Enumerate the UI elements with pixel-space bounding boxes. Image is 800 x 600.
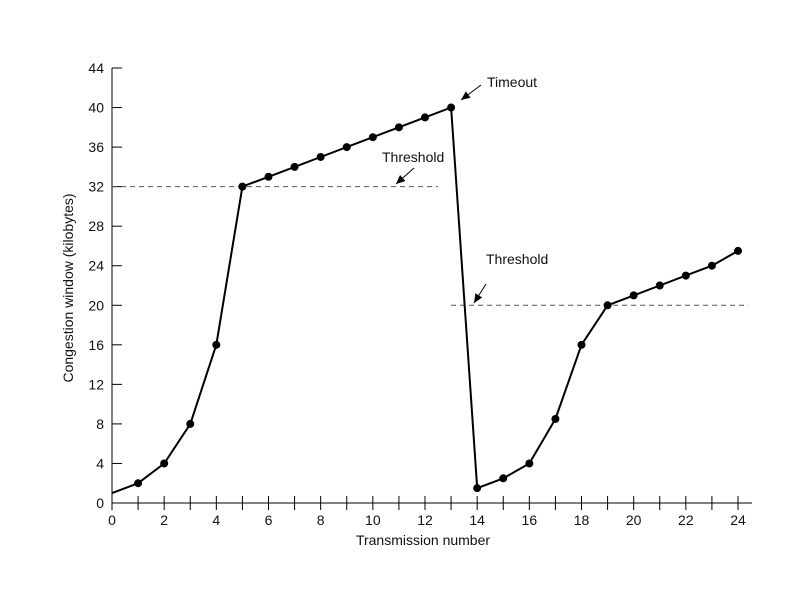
x-tick-label: 24: [730, 512, 746, 528]
data-point: [316, 152, 325, 161]
annotations: Timeout Threshold Threshold: [382, 74, 548, 304]
y-tick-label: 24: [88, 258, 104, 274]
timeout-label: Timeout: [487, 74, 537, 90]
threshold-upper-arrow-head: [396, 175, 406, 184]
x-tick-label: 10: [365, 512, 381, 528]
data-point: [499, 474, 508, 483]
data-point: [212, 340, 221, 349]
data-point: [290, 162, 299, 171]
y-tick-label: 44: [88, 60, 104, 76]
x-tick-label: 18: [574, 512, 590, 528]
data-point: [368, 133, 377, 142]
threshold-label-upper: Threshold: [382, 149, 444, 165]
congestion-window-line: [111, 106, 739, 495]
y-tick-label: 8: [96, 416, 104, 432]
data-point: [342, 143, 351, 152]
y-axis-label: Congestion window (kilobytes): [60, 193, 76, 382]
y-tick-label: 28: [88, 218, 104, 234]
data-point: [160, 459, 169, 468]
threshold-lower-arrow-head: [474, 293, 483, 303]
data-point: [603, 301, 612, 310]
data-point: [264, 172, 273, 181]
x-tick-label: 0: [108, 512, 116, 528]
data-point: [707, 261, 716, 270]
y-tick-label: 0: [96, 495, 104, 511]
data-point: [629, 291, 638, 300]
y-tick-label: 4: [96, 455, 104, 471]
x-tick-label: 2: [160, 512, 168, 528]
data-point: [134, 479, 143, 488]
thresholds: [112, 186, 749, 306]
ticks: 0 2 4 6 8 10 12 14 16 18 20 22 240481216202428323640…: [88, 60, 746, 528]
x-tick-label: 14: [469, 512, 485, 528]
data-point: [681, 271, 690, 280]
data-point: [238, 182, 247, 191]
data-point: [186, 419, 195, 428]
x-tick-label: 12: [417, 512, 433, 528]
y-tick-label: 40: [88, 100, 104, 116]
y-tick-label: 36: [88, 139, 104, 155]
x-tick-label: 8: [317, 512, 325, 528]
data-point: [551, 414, 560, 423]
data-point: [473, 484, 482, 493]
y-tick-label: 16: [88, 337, 104, 353]
x-tick-label: 16: [522, 512, 538, 528]
x-tick-label: 4: [212, 512, 220, 528]
data-point: [421, 113, 429, 122]
y-tick-label: 12: [88, 376, 104, 392]
y-tick-label: 32: [88, 179, 104, 195]
data-point: [447, 103, 456, 112]
data-point: [577, 340, 586, 349]
x-tick-label: 20: [626, 512, 642, 528]
data-point: [525, 459, 534, 468]
y-tick-label: 20: [88, 297, 104, 313]
axes: [111, 68, 752, 504]
timeout-arrow-head: [461, 91, 471, 100]
data-point: [734, 246, 742, 255]
threshold-label-lower: Threshold: [486, 251, 548, 267]
data-point: [655, 281, 664, 290]
x-tick-label: 6: [265, 512, 273, 528]
data-point: [394, 123, 403, 132]
series: [111, 103, 742, 495]
x-axis-label: Transmission number: [356, 532, 490, 548]
x-tick-label: 22: [678, 512, 694, 528]
